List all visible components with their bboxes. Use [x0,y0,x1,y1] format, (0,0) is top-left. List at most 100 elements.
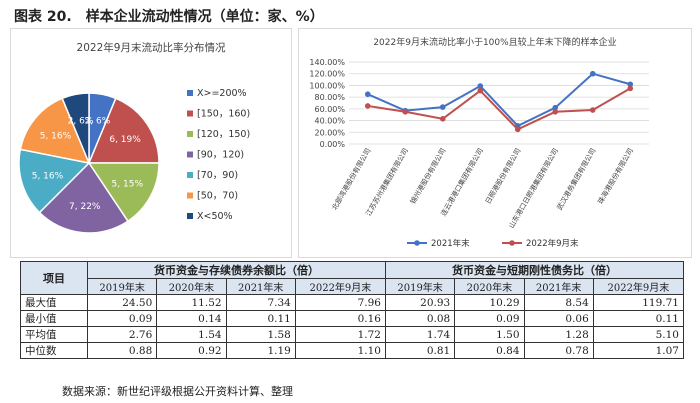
pie-data-label: 5, 16% [32,172,64,182]
pie-legend-swatch [187,110,193,117]
table-period-header: 2021年末 [225,278,296,295]
pie-legend-swatch [187,151,193,158]
pie-legend-label: [50，70) [197,191,238,202]
pie-data-label: 2, 6% [85,116,111,126]
table-cell: 1.50 [454,326,525,343]
line-ytick-label: 120.00% [309,70,345,79]
pie-legend-label: X<50% [197,211,233,222]
table-period-header: 2019年末 [384,278,456,295]
table-cell: 1.10 [294,342,386,359]
line-point [439,104,446,110]
line-chart-title: 2022年9月末流动比率小于100%且较上年末下降的样本企业 [373,36,616,48]
table-cell: 0.09 [86,310,158,327]
table-cell: 0.11 [592,310,685,327]
pie-chart-title: 2022年9月末流动比率分布情况 [77,41,226,54]
table-row-label: 平均值 [20,326,88,343]
table-cell: 10.29 [454,294,525,311]
pie-legend-label: [150，160) [197,109,250,120]
line-ytick-label: 60.00% [314,105,345,114]
line-legend-label: 2021年末 [431,238,470,249]
table-cell: 1.28 [523,326,594,343]
line-point [477,83,484,89]
pie-chart-panel: 2022年9月末流动比率分布情况 2, 6% 6, 19% 5, 15% 7, 22%… [10,28,292,258]
table-cell: 1.07 [592,342,685,359]
table-cell: 5.10 [592,326,685,343]
line-point [552,108,559,115]
table-cell: 1.19 [225,342,296,359]
table-cell: 0.92 [156,342,227,359]
liquidity-table: 项目 货币资金与存续债券余额比（倍） 货币资金与短期刚性债务比（倍） 2019年… [20,261,685,359]
table-cell: 8.54 [523,294,594,311]
pie-legend-label: [70，90) [197,170,238,181]
table-period-header: 2019年末 [86,278,158,295]
table-row-label: 最小值 [20,310,88,327]
table-cell: 1.72 [294,326,386,343]
pie-data-label: 5, 16% [40,131,72,141]
table-cell: 1.54 [156,326,227,343]
line-point [364,91,371,98]
line-chart-panel: 2022年9月末流动比率小于100%且较上年末下降的样本企业 0.00% 20.0… [298,28,692,258]
pie-slice [38,161,129,234]
table-cell: 2.76 [86,326,158,343]
table-cell: 1.58 [225,326,296,343]
table-period-header: 2022年9月末 [592,278,685,295]
figure-number: 图表 20. [14,9,72,25]
line-point [589,107,596,113]
table-cell: 0.09 [454,310,525,327]
line-legend-marker [509,240,515,246]
table-period-header: 2020年末 [156,278,227,295]
line-ytick-label: 0.00% [320,140,346,149]
table-row: 最大值 24.50 11.52 7.34 7.96 20.93 10.29 8.54 119.7… [20,294,685,311]
table-cell: 0.16 [294,310,386,327]
line-ytick-label: 20.00% [314,128,345,137]
pie-slice [61,92,90,164]
pie-data-label: 7, 22% [69,202,101,212]
pie-legend-label: [90，120) [197,150,244,161]
table-cell: 0.84 [454,342,525,359]
table-row: 中位数 0.88 0.92 1.19 1.10 0.81 0.84 0.78 1.07 [20,342,685,359]
line-point [627,85,634,92]
table-cell: 20.93 [384,294,456,311]
line-point [627,81,634,88]
line-point [477,87,484,94]
table-period-header: 2022年9月末 [294,278,386,295]
line-chart: 2022年9月末流动比率小于100%且较上年末下降的样本企业 0.00% 20.0… [309,36,649,249]
line-xtick-label: 锦州港股份有限公司 [408,147,447,206]
line-series-path [367,72,631,128]
table-cell: 7.34 [225,294,296,311]
table-group-header: 货币资金与存续债券余额比（倍） [87,261,386,279]
line-xtick-label: 珠海港股份有限公司 [596,147,635,206]
line-xtick-label: 武汉港务集团有限公司 [555,147,598,212]
table-period-header: 2021年末 [523,278,594,295]
line-xtick-label: 日照港股份有限公司 [483,147,522,206]
table-period-header: 2020年末 [454,278,525,295]
line-ytick-label: 140.00% [309,58,345,67]
pie-legend-swatch [187,213,193,219]
figure-caption: 样本企业流动性情况（单位：家、%） [85,9,324,25]
source-note: 数据来源：新世纪评级根据公开资料计算、整理 [62,385,293,398]
pie-chart: 2022年9月末流动比率分布情况 2, 6% 6, 19% 5, 15% 7, 22%… [18,41,250,234]
table-cell: 0.11 [225,310,296,327]
pie-legend-swatch [187,192,193,199]
line-xtick-label: 连云港港口集团有限公司 [439,147,485,218]
table-cell: 0.78 [523,342,594,359]
table-cell: 0.08 [384,310,456,327]
line-ytick-label: 80.00% [314,93,345,102]
table-cell: 0.06 [523,310,594,327]
line-series-path [367,87,631,131]
line-point [402,108,409,115]
table-cell: 11.52 [156,294,227,311]
line-legend-label: 2022年9月末 [526,238,579,249]
pie-data-label: 2, 6% [68,116,94,126]
line-point [439,116,446,122]
pie-slice [87,97,160,164]
line-xtick-label: 北部湾港股份有限公司 [330,147,373,212]
pie-legend-swatch [187,90,193,96]
pie-data-label: 5, 15% [112,179,144,189]
figure-title: 图表 20. 样本企业流动性情况（单位：家、%） [14,6,338,26]
table-cell: 1.74 [384,326,456,343]
pie-data-label: 6, 19% [109,135,141,145]
table-cell: 7.96 [294,294,386,311]
line-xtick-label: 江苏苏州港集团有限公司 [364,147,410,218]
table-cell: 0.88 [86,342,158,359]
